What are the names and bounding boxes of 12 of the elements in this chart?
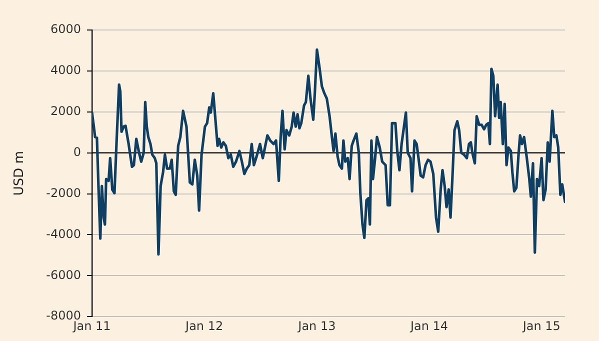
y-tick-label: -2000	[46, 186, 81, 200]
x-tick-label: Jan 12	[184, 318, 224, 333]
x-tick-label: Jan 15	[522, 318, 560, 333]
y-axis-title: USD m	[12, 151, 28, 196]
y-tick-label: 0	[73, 144, 81, 159]
y-tick-label: -4000	[46, 226, 81, 241]
y-tick-label: -6000	[46, 268, 81, 282]
y-tick-label: 4000	[50, 63, 81, 78]
y-tick-label: 2000	[50, 104, 81, 118]
x-tick-label: Jan 13	[297, 318, 336, 333]
x-tick-label: Jan 14	[409, 318, 448, 333]
y-tick-label: 6000	[50, 22, 81, 36]
